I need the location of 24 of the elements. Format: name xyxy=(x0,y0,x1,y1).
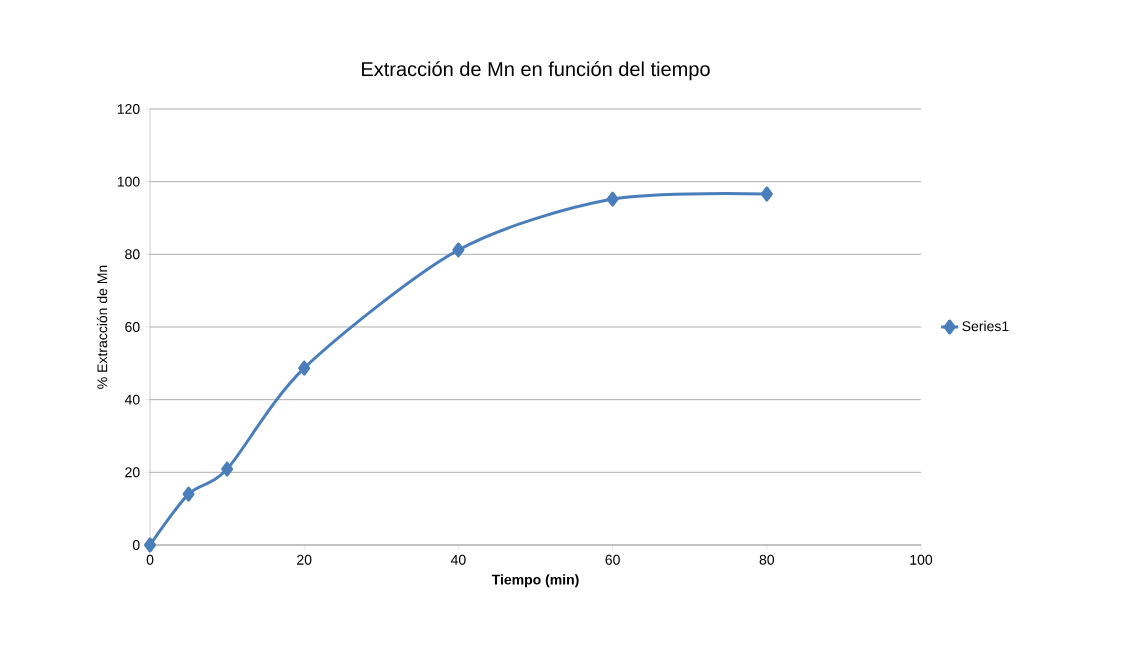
x-tick-label: 80 xyxy=(759,554,775,565)
y-tick-label: 20 xyxy=(125,467,140,478)
point xyxy=(144,537,157,553)
x-tick-label: 0 xyxy=(146,554,154,565)
legend-label: Series1 xyxy=(962,320,1009,332)
point xyxy=(452,242,465,258)
x-tick-label: 100 xyxy=(910,554,933,565)
x-tick-label: 60 xyxy=(605,554,620,565)
x-tick-label: 20 xyxy=(297,554,312,565)
y-tick-label: 100 xyxy=(117,176,140,187)
point xyxy=(298,360,311,376)
point xyxy=(182,486,195,502)
y-tick-label: 0 xyxy=(132,540,140,550)
y-tick-label: 120 xyxy=(117,104,140,114)
point xyxy=(221,461,234,477)
y-tick-label: 60 xyxy=(125,322,140,332)
x-axis-title: Tiempo (min) xyxy=(491,574,579,588)
x-tick-label: 40 xyxy=(450,554,466,565)
y-axis-title: % Extracción de Mn xyxy=(96,265,108,389)
y-tick-label: 40 xyxy=(124,394,140,405)
point xyxy=(606,191,619,207)
y-tick-label: 80 xyxy=(125,249,140,260)
point xyxy=(760,186,773,202)
chart-title: Extracción de Mn en función del tiempo xyxy=(362,61,710,81)
